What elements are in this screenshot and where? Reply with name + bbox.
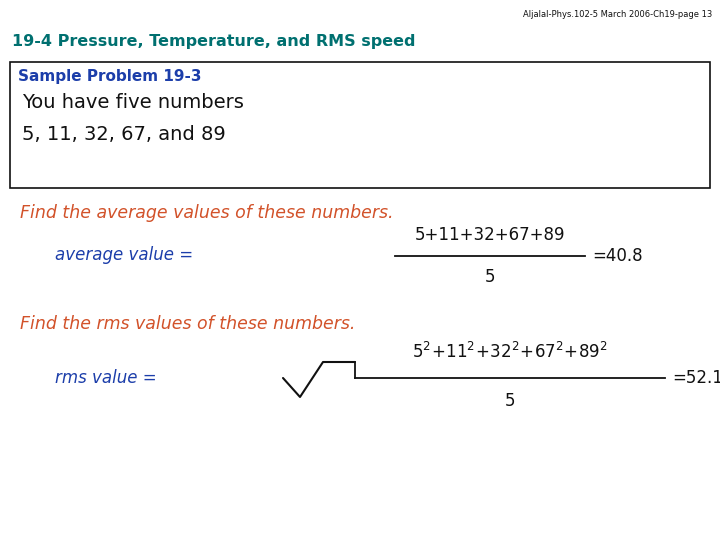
- Text: rms value =: rms value =: [55, 369, 162, 387]
- Bar: [10, 62, 710, 188]
- Text: =52.1: =52.1: [672, 369, 720, 387]
- Text: Sample Problem 19-3: Sample Problem 19-3: [18, 69, 202, 84]
- Text: 5+11+32+67+89: 5+11+32+67+89: [415, 226, 565, 244]
- Text: 5, 11, 32, 67, and 89: 5, 11, 32, 67, and 89: [22, 125, 226, 144]
- Text: =40.8: =40.8: [592, 247, 643, 265]
- Text: average value =: average value =: [55, 246, 199, 264]
- Text: 19-4 Pressure, Temperature, and RMS speed: 19-4 Pressure, Temperature, and RMS spee…: [12, 34, 415, 49]
- Text: Aljalal-Phys.102-5 March 2006-Ch19-page 13: Aljalal-Phys.102-5 March 2006-Ch19-page …: [523, 10, 712, 19]
- Text: 5: 5: [505, 392, 516, 410]
- Text: 5: 5: [485, 268, 495, 286]
- Text: $5^2\!+\!11^2\!+\!32^2\!+\!67^2\!+\!89^2$: $5^2\!+\!11^2\!+\!32^2\!+\!67^2\!+\!89^2…: [412, 342, 608, 362]
- Text: Find the average values of these numbers.: Find the average values of these numbers…: [20, 204, 394, 222]
- Text: You have five numbers: You have five numbers: [22, 93, 244, 112]
- Text: Find the rms values of these numbers.: Find the rms values of these numbers.: [20, 315, 356, 333]
